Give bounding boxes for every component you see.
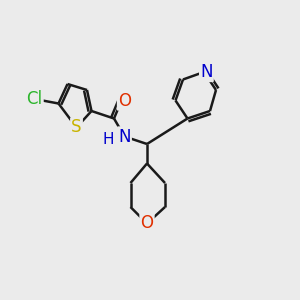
Text: H: H [102, 132, 114, 147]
Text: O: O [140, 214, 154, 232]
Text: N: N [200, 63, 213, 81]
Text: N: N [118, 128, 131, 146]
Text: Cl: Cl [26, 90, 43, 108]
Text: S: S [71, 118, 82, 136]
Text: O: O [118, 92, 131, 110]
